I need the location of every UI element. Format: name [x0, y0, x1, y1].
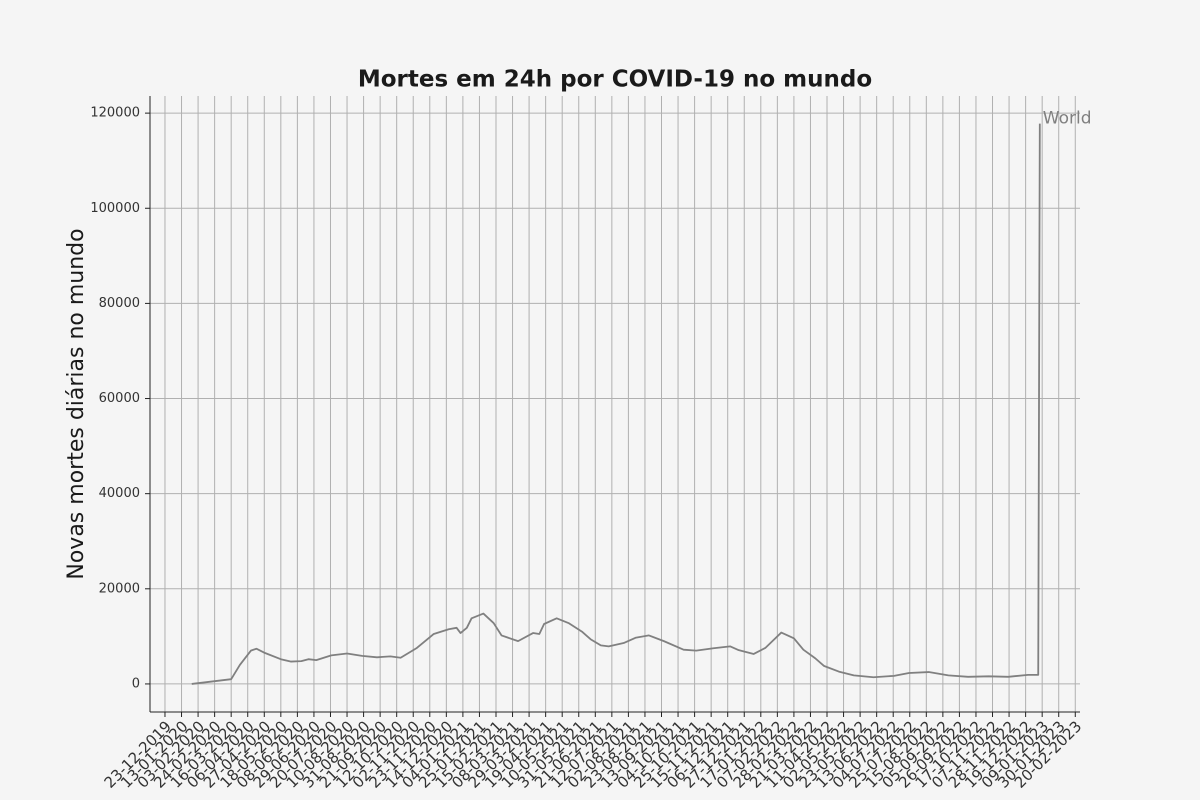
tick-labels: 02000040000600008000010000012000023-12-2…: [90, 106, 1085, 792]
grid: [145, 96, 1080, 717]
y-tick-label: 60000: [99, 391, 140, 406]
y-axis-label: Novas mortes diárias no mundo: [64, 228, 89, 579]
y-tick-label: 40000: [99, 486, 140, 501]
series-label: World: [1043, 109, 1092, 129]
plot-area: World: [191, 109, 1092, 685]
y-tick-label: 0: [132, 676, 140, 691]
y-tick-label: 80000: [99, 296, 140, 311]
data-line: [191, 123, 1041, 685]
chart-title: Mortes em 24h por COVID-19 no mundo: [358, 67, 872, 93]
y-tick-label: 120000: [90, 106, 140, 121]
y-tick-label: 100000: [90, 201, 140, 216]
y-tick-label: 20000: [99, 581, 140, 596]
